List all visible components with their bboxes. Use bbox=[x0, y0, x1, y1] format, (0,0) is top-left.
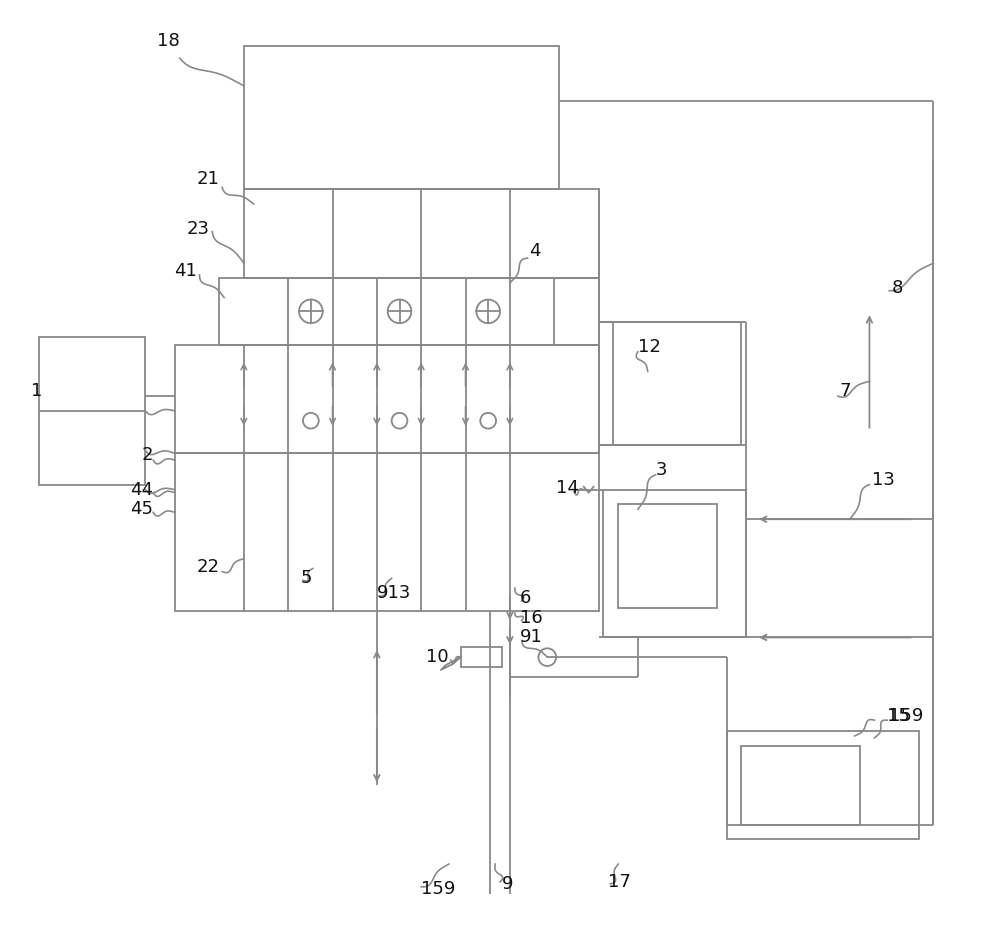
Text: 913: 913 bbox=[377, 584, 411, 602]
Bar bbox=[175, 453, 599, 611]
Text: 13: 13 bbox=[872, 471, 895, 489]
Bar bbox=[39, 337, 145, 485]
Bar bbox=[461, 648, 502, 667]
Text: 5: 5 bbox=[301, 569, 312, 587]
Text: 1: 1 bbox=[31, 382, 42, 401]
Text: 91: 91 bbox=[520, 628, 543, 647]
Bar bbox=[219, 278, 599, 344]
Text: 6: 6 bbox=[520, 589, 531, 607]
Text: 10: 10 bbox=[426, 648, 449, 666]
Bar bbox=[244, 47, 559, 189]
Text: 45: 45 bbox=[130, 501, 153, 519]
Text: 14: 14 bbox=[556, 478, 579, 497]
Bar bbox=[175, 344, 599, 453]
Text: 16: 16 bbox=[520, 608, 542, 627]
Bar bbox=[727, 731, 919, 840]
Text: 9: 9 bbox=[502, 875, 513, 893]
Text: 159: 159 bbox=[421, 880, 456, 898]
Text: 15: 15 bbox=[887, 708, 910, 725]
Bar bbox=[618, 505, 717, 607]
Text: 44: 44 bbox=[130, 481, 153, 499]
Text: 17: 17 bbox=[608, 872, 631, 891]
Text: 3: 3 bbox=[656, 461, 667, 479]
Text: 22: 22 bbox=[196, 558, 219, 576]
Bar bbox=[244, 189, 599, 278]
Text: 159: 159 bbox=[889, 708, 924, 725]
Bar bbox=[741, 746, 860, 825]
Text: 41: 41 bbox=[174, 262, 197, 280]
Text: 12: 12 bbox=[638, 338, 661, 356]
Bar bbox=[603, 490, 746, 637]
Text: 2: 2 bbox=[142, 446, 153, 464]
Text: 7: 7 bbox=[840, 382, 851, 401]
Text: 23: 23 bbox=[186, 220, 209, 238]
Text: 18: 18 bbox=[157, 33, 180, 51]
Text: 8: 8 bbox=[892, 279, 903, 297]
Text: 4: 4 bbox=[530, 242, 541, 260]
Text: 21: 21 bbox=[196, 170, 219, 188]
Bar bbox=[599, 322, 741, 446]
